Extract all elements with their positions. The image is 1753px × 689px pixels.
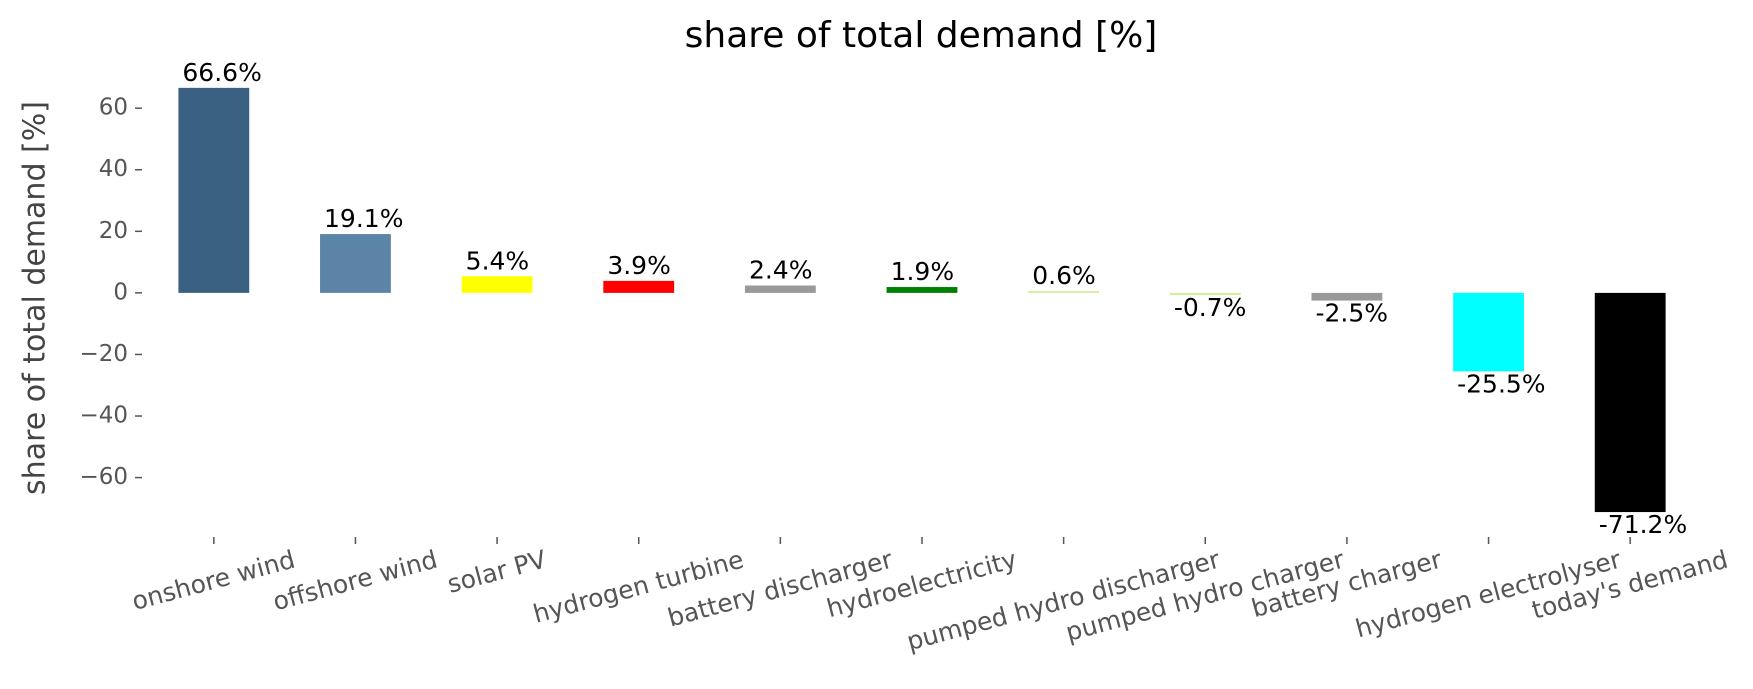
bar <box>1453 292 1524 372</box>
bar <box>1028 291 1100 293</box>
bar <box>1311 292 1383 301</box>
value-label: -0.7% <box>1174 293 1247 322</box>
x-tick-label: solar PV <box>444 545 549 599</box>
value-label: 66.6% <box>182 58 261 87</box>
x-tick-label: onshore wind <box>129 545 298 616</box>
bar <box>320 234 391 293</box>
chart-title: share of total demand [%] <box>685 15 1158 56</box>
bar <box>1594 292 1666 513</box>
bar <box>603 280 675 293</box>
x-tick-label: offshore wind <box>270 545 441 617</box>
bar <box>886 287 958 293</box>
bar <box>1169 292 1241 296</box>
bar <box>178 87 250 293</box>
value-label: 5.4% <box>466 246 530 275</box>
y-tick-label: −60 <box>79 464 128 490</box>
value-label: -71.2% <box>1599 510 1687 539</box>
value-label: 19.1% <box>324 204 403 233</box>
value-label: 2.4% <box>749 255 813 284</box>
value-label: -2.5% <box>1316 299 1389 328</box>
y-tick-label: 60 <box>99 95 128 121</box>
value-label: 0.6% <box>1032 261 1096 290</box>
bar <box>461 276 533 293</box>
y-tick-label: −40 <box>79 403 128 429</box>
value-label: 3.9% <box>607 251 671 280</box>
y-tick-label: 40 <box>99 156 128 182</box>
value-label: -25.5% <box>1457 369 1545 398</box>
y-tick-label: 0 <box>113 279 128 305</box>
bar <box>744 285 816 293</box>
y-tick-label: 20 <box>99 218 128 244</box>
value-label: 1.9% <box>891 257 955 286</box>
y-axis-label: share of total demand [%] <box>18 101 53 495</box>
y-tick-label: −20 <box>79 341 128 367</box>
